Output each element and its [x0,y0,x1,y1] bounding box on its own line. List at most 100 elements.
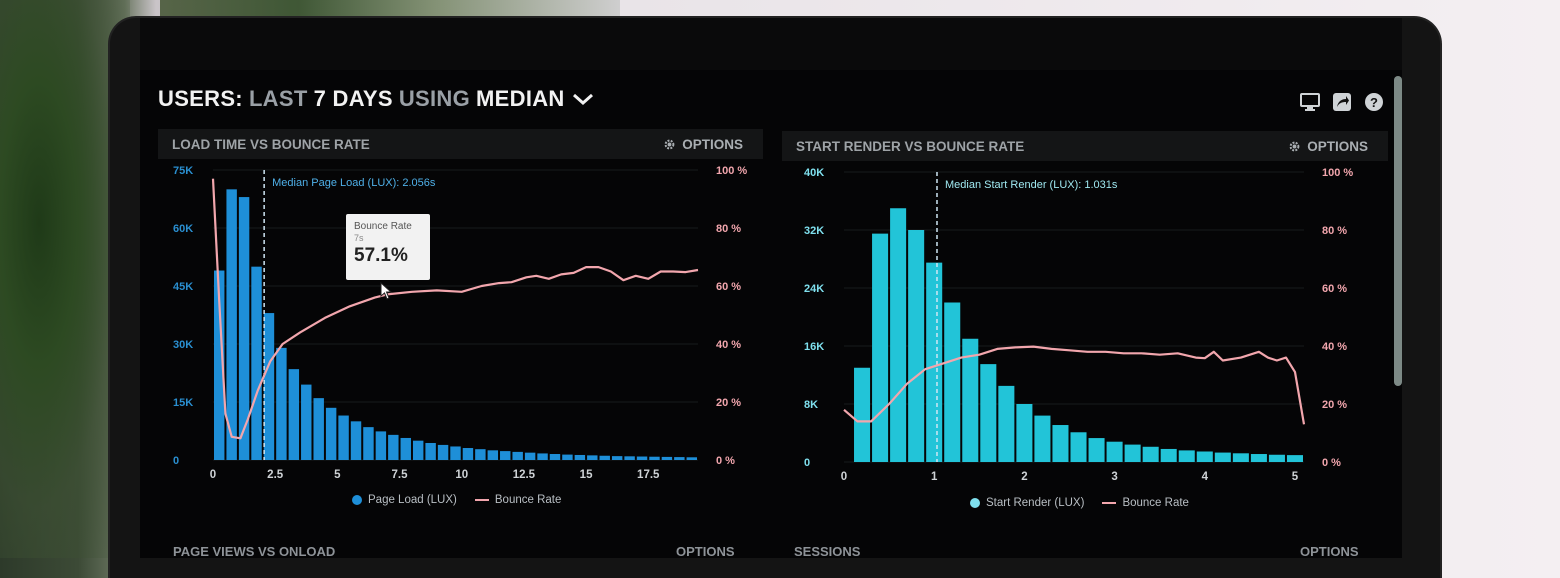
bar [325,407,337,460]
bar [450,446,461,460]
title-median: MEDIAN [476,86,565,111]
panel-header-start-render: START RENDER VS BOUNCE RATE OPTIONS [782,131,1388,161]
dashboard-title[interactable]: USERS: LAST 7 DAYS USING MEDIAN [158,86,595,112]
options-button-right[interactable]: OPTIONS [1288,139,1368,154]
bar [1268,454,1285,462]
bar [388,434,399,460]
legend-dot [970,497,980,508]
gear-icon [664,139,675,149]
options-button-left[interactable]: OPTIONS [663,137,743,152]
bar [214,270,225,460]
bar [500,451,511,460]
bar [475,449,486,460]
y-tick-label: 40K [804,167,824,179]
legend-line [1102,501,1117,504]
tooltip-value: 57.1% [354,245,408,266]
x-tick-label: 17.5 [637,469,660,481]
y2-tick-label: 80 % [716,223,741,235]
y2-tick-label: 0 % [716,455,735,467]
legend-line [474,498,489,501]
legend-item-start-render[interactable]: Start Render (LUX) [970,497,1084,509]
x-tick-label: 2.5 [267,469,284,481]
median-label: Median Start Render (LUX): 1.031s [945,179,1118,191]
x-tick-label: 5 [334,469,341,481]
bar [276,347,287,460]
legend-load-time: Page Load (LUX) Bounce Rate [352,494,561,506]
bar [263,313,275,460]
median-label: Median Page Load (LUX): 2.056s [272,177,436,189]
bar [251,266,262,460]
legend-start-render: Start Render (LUX) Bounce Rate [970,497,1189,509]
bar [1052,425,1069,462]
legend-item-page-load[interactable]: Page Load (LUX) [352,494,457,506]
panel-title-page-views: PAGE VIEWS VS ONLOAD [173,544,336,558]
bar [512,451,523,460]
bar [462,448,474,460]
screen-header-area [140,18,1402,70]
y2-tick-label: 0 % [1322,457,1341,469]
bar [854,367,871,462]
bar [412,440,424,460]
bar [1286,455,1303,462]
x-tick-label: 3 [1111,471,1117,483]
scrollbar[interactable] [1394,76,1402,386]
y-tick-label: 45K [173,281,193,293]
x-tick-label: 0 [841,471,847,483]
bar [599,455,610,460]
y2-tick-label: 80 % [1322,225,1347,237]
legend-label: Bounce Rate [1122,497,1189,509]
bar [238,197,250,461]
bar [301,384,312,460]
title-users: USERS: [158,86,243,111]
bar [1250,454,1267,462]
bar [1088,438,1105,462]
legend-label: Page Load (LUX) [368,494,457,506]
bar [908,230,925,462]
bar [1160,448,1177,462]
bar [1034,415,1051,462]
y2-tick-label: 20 % [1322,399,1347,411]
y2-tick-label: 60 % [716,281,741,293]
y-tick-label: 8K [804,399,818,411]
bar [524,452,536,460]
y2-tick-label: 40 % [716,339,741,351]
bar [537,453,548,460]
options-label-bottom-left[interactable]: OPTIONS [676,544,735,558]
panel-title-load-time: LOAD TIME VS BOUNCE RATE [172,136,370,152]
x-tick-label: 12.5 [513,469,536,481]
y-tick-label: 75K [173,165,193,177]
bar [624,456,635,460]
background-plant [0,0,130,558]
bar [587,455,598,460]
bar [288,369,300,460]
monitor-icon[interactable] [1300,92,1320,112]
bar [400,437,411,460]
bar [649,456,660,460]
x-tick-label: 10 [455,469,468,481]
bar [1106,441,1123,462]
bar [574,454,586,460]
bar [1070,432,1087,462]
legend-item-bounce-rate[interactable]: Bounce Rate [474,494,561,506]
bar [872,233,889,462]
bar [549,454,561,460]
bar [1232,453,1249,462]
bar [350,421,362,460]
panel-header-load-time: LOAD TIME VS BOUNCE RATE OPTIONS [158,129,763,159]
y2-tick-label: 100 % [716,165,747,177]
y-tick-label: 32K [804,225,824,237]
cursor-icon [380,282,393,300]
chevron-down-icon[interactable] [571,89,595,109]
tooltip-label: Bounce Rate [354,221,412,232]
bounce-rate-line [211,178,699,440]
x-tick-label: 15 [580,469,593,481]
options-label-bottom-right[interactable]: OPTIONS [1300,544,1359,558]
legend-item-bounce-rate[interactable]: Bounce Rate [1102,497,1189,509]
bar [636,456,648,460]
bar [437,444,449,460]
y-tick-label: 24K [804,283,824,295]
chart-load-time: 0 15K 30K 45K 60K 75K 0 % 20 % 40 % 60 % 80 % 100 %… [173,165,747,481]
help-icon[interactable]: ? [1364,92,1384,112]
share-icon[interactable] [1332,92,1352,112]
panel-title-start-render: START RENDER VS BOUNCE RATE [796,138,1025,154]
